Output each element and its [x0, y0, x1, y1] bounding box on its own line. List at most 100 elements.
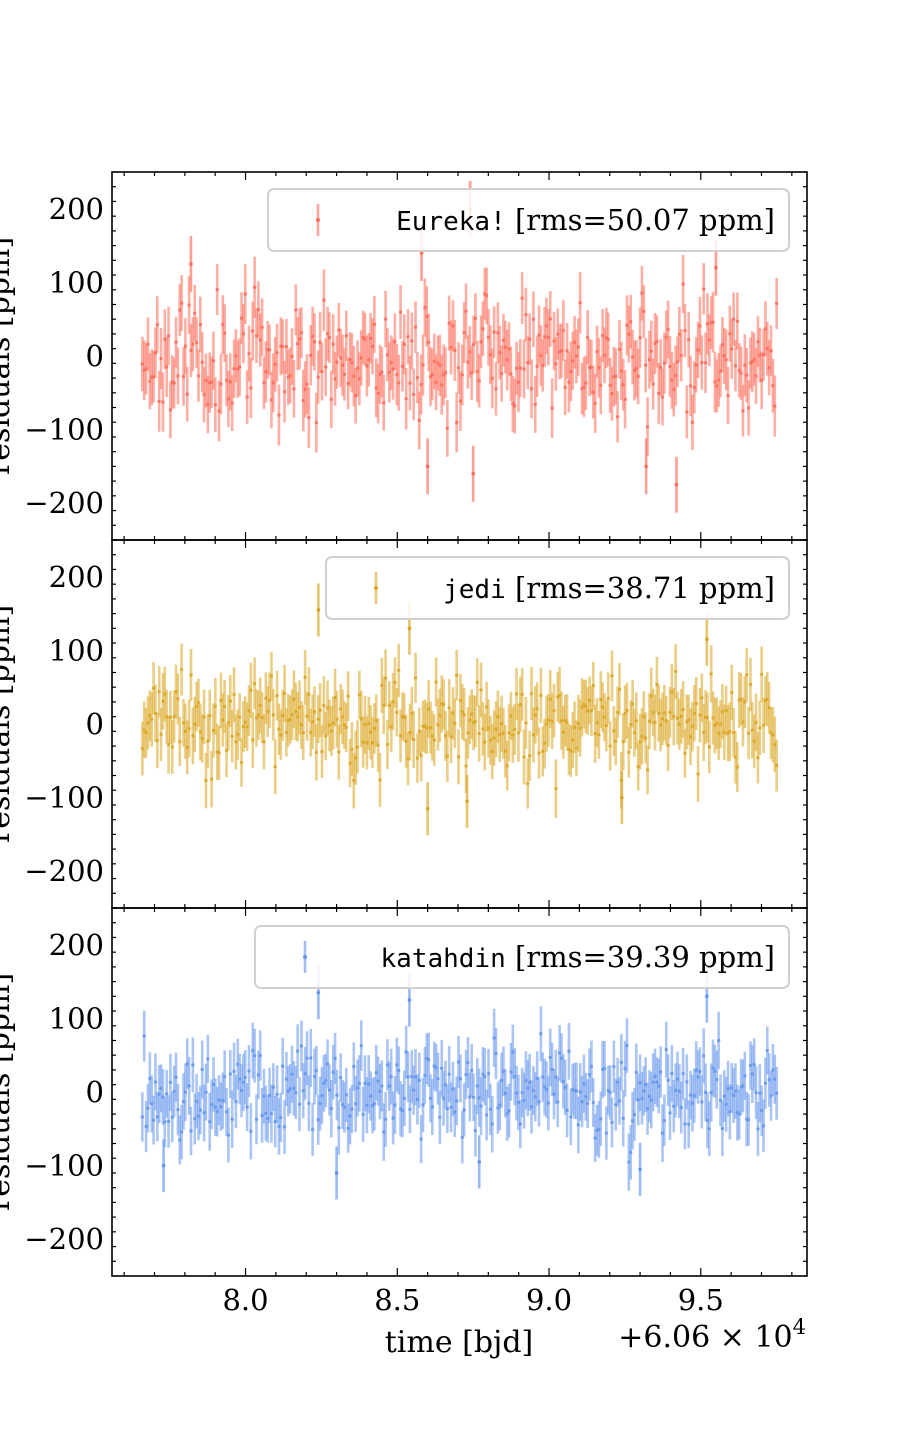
- point-jedi: [251, 738, 255, 742]
- point-katahdin: [754, 1091, 758, 1095]
- panel-frame-katahdin: [111, 907, 808, 1277]
- point-katahdin: [619, 1060, 624, 1065]
- point-eureka: [651, 382, 655, 386]
- point-eureka: [499, 371, 504, 376]
- point-katahdin: [389, 1074, 393, 1079]
- point-jedi: [159, 732, 163, 737]
- point-katahdin: [469, 1068, 474, 1073]
- point-eureka: [324, 365, 328, 369]
- x-tick-label: 8.5: [374, 1283, 420, 1317]
- point-katahdin: [591, 1100, 595, 1105]
- point-eureka: [649, 349, 653, 353]
- point-jedi: [728, 729, 732, 734]
- point-jedi: [759, 672, 764, 677]
- point-katahdin: [310, 1127, 315, 1132]
- point-eureka: [284, 344, 289, 349]
- point-eureka: [191, 342, 195, 346]
- point-eureka: [245, 395, 249, 399]
- point-katahdin: [280, 1064, 285, 1068]
- point-outlier-jedi: [407, 626, 412, 631]
- point-eureka: [655, 339, 659, 344]
- point-katahdin: [556, 1100, 560, 1104]
- point-eureka: [213, 403, 218, 407]
- point-eureka: [155, 322, 160, 327]
- y-tick-label: 200: [49, 192, 104, 226]
- point-katahdin: [507, 1109, 511, 1113]
- point-eureka: [724, 358, 728, 362]
- point-katahdin: [357, 1081, 362, 1086]
- point-eureka: [426, 340, 431, 345]
- y-tick-label: 0: [86, 1075, 104, 1109]
- point-eureka: [731, 317, 736, 321]
- point-eureka: [164, 365, 169, 369]
- point-katahdin: [440, 1066, 444, 1071]
- point-eureka: [454, 420, 459, 425]
- point-eureka: [473, 316, 478, 321]
- x-offset-label: +6.06 × 104: [618, 1315, 806, 1355]
- point-eureka: [733, 364, 738, 368]
- point-jedi: [524, 721, 528, 725]
- point-katahdin: [307, 1101, 311, 1106]
- point-eureka: [185, 392, 189, 396]
- point-jedi: [627, 750, 631, 754]
- point-katahdin: [458, 1076, 463, 1081]
- point-jedi: [520, 692, 524, 697]
- point-eureka: [176, 374, 180, 378]
- point-eureka: [408, 381, 412, 385]
- point-jedi: [176, 697, 180, 701]
- point-katahdin: [269, 1112, 274, 1116]
- point-jedi: [413, 676, 418, 680]
- point-jedi: [591, 683, 595, 688]
- point-eureka: [754, 374, 758, 378]
- point-katahdin: [245, 1105, 249, 1109]
- point-katahdin: [151, 1118, 156, 1122]
- point-jedi: [419, 753, 423, 758]
- point-jedi: [208, 713, 212, 718]
- point-katahdin: [350, 1107, 354, 1111]
- point-eureka: [183, 344, 188, 348]
- point-jedi: [653, 720, 657, 725]
- legend-katahdin: katahdin [rms=39.39 ppm]: [254, 925, 790, 989]
- legend-rms: [rms=38.71 ppm]: [506, 571, 775, 605]
- point-katahdin: [486, 1071, 491, 1076]
- point-eureka: [685, 410, 689, 414]
- point-jedi: [320, 749, 324, 754]
- point-katahdin: [417, 1078, 421, 1083]
- point-jedi: [748, 682, 753, 687]
- point-eureka: [658, 365, 663, 370]
- point-katahdin: [634, 1070, 639, 1075]
- point-katahdin: [383, 1117, 388, 1122]
- point-katahdin: [396, 1068, 401, 1073]
- point-jedi: [155, 738, 160, 743]
- point-eureka: [383, 317, 388, 321]
- point-eureka: [509, 372, 513, 376]
- point-jedi: [178, 739, 182, 744]
- point-eureka: [520, 296, 524, 300]
- point-katahdin: [198, 1108, 203, 1112]
- point-katahdin: [226, 1133, 231, 1137]
- point-eureka: [331, 342, 335, 346]
- point-katahdin: [183, 1090, 188, 1094]
- point-katahdin: [163, 1120, 167, 1124]
- point-katahdin: [189, 1129, 193, 1133]
- point-eureka: [410, 339, 414, 343]
- point-katahdin: [393, 1103, 397, 1107]
- point-jedi: [565, 720, 569, 725]
- point-eureka: [396, 381, 401, 385]
- point-eureka: [196, 374, 201, 378]
- point-jedi: [209, 777, 214, 781]
- point-katahdin: [574, 1089, 579, 1093]
- point-jedi: [170, 745, 174, 749]
- point-jedi: [730, 690, 734, 695]
- point-eureka: [615, 415, 620, 419]
- point-eureka: [522, 367, 526, 371]
- point-jedi: [202, 715, 206, 719]
- point-eureka: [636, 374, 640, 379]
- point-katahdin: [337, 1126, 341, 1130]
- point-katahdin: [617, 1099, 622, 1103]
- point-katahdin: [191, 1063, 195, 1067]
- point-jedi: [758, 726, 762, 730]
- point-eureka: [773, 404, 777, 408]
- point-jedi: [634, 719, 639, 723]
